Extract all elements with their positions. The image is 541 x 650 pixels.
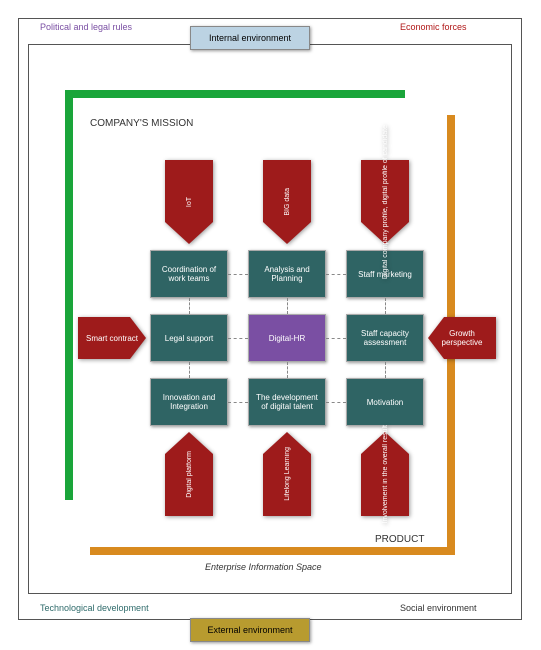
grid-box-r0-c1: Analysis and Planning [248, 250, 326, 298]
top-arrow-2: Digital company profile, digital profile… [361, 160, 409, 244]
connector-h [228, 402, 248, 403]
product-label: PRODUCT [375, 534, 424, 545]
connector-v [385, 362, 386, 378]
connector-v [287, 298, 288, 314]
left-arrow-label: Smart contract [80, 334, 144, 343]
grid-box-r1-c1: Digital-HR [248, 314, 326, 362]
connector-v [385, 298, 386, 314]
grid-box-r2-c1: The development of digital talent [248, 378, 326, 426]
connector-h [228, 274, 248, 275]
connector-v [189, 362, 190, 378]
mission-label: COMPANY'S MISSION [90, 118, 193, 129]
bottom-arrow-0-label: Digital platform [186, 451, 193, 498]
corner-label-top_left: Political and legal rules [40, 22, 132, 32]
top-arrow-1-label: BIG data [284, 188, 291, 216]
right-arrow-label: Growth perspective [428, 329, 496, 347]
top-arrow-0: IoT [165, 160, 213, 244]
connector-h [326, 402, 346, 403]
right-arrow: Growth perspective [428, 317, 496, 359]
external-environment-box: External environment [190, 618, 310, 642]
top-arrow-2-label: Digital company profile, digital profile… [382, 125, 389, 279]
eis-label: Enterprise Information Space [205, 562, 322, 572]
grid-box-r1-c2: Staff capacity assessment [346, 314, 424, 362]
connector-v [189, 298, 190, 314]
internal-environment-box: Internal environment [190, 26, 310, 50]
bottom-arrow-0: Digital platform [165, 432, 213, 516]
top-arrow-0-label: IoT [186, 197, 193, 207]
bottom-arrow-1-label: Lifelong Learning [284, 447, 291, 501]
top-arrow-1: BIG data [263, 160, 311, 244]
connector-h [326, 274, 346, 275]
corner-label-bot_left: Technological development [40, 603, 149, 613]
grid-box-r2-c0: Innovation and Integration [150, 378, 228, 426]
bottom-arrow-2: Involvement in the overall result [361, 432, 409, 516]
connector-h [228, 338, 248, 339]
grid-box-r2-c2: Motivation [346, 378, 424, 426]
orange-bracket-bottom [90, 547, 455, 555]
grid-box-r1-c0: Legal support [150, 314, 228, 362]
corner-label-bot_right: Social environment [400, 603, 477, 613]
green-bracket-top [65, 90, 405, 98]
connector-v [287, 362, 288, 378]
connector-h [326, 338, 346, 339]
grid-box-r0-c0: Coordination of work teams [150, 250, 228, 298]
green-bracket-left [65, 90, 73, 500]
left-arrow: Smart contract [78, 317, 146, 359]
bottom-arrow-2-label: Involvement in the overall result [382, 425, 389, 523]
corner-label-top_right: Economic forces [400, 22, 467, 32]
bottom-arrow-1: Lifelong Learning [263, 432, 311, 516]
